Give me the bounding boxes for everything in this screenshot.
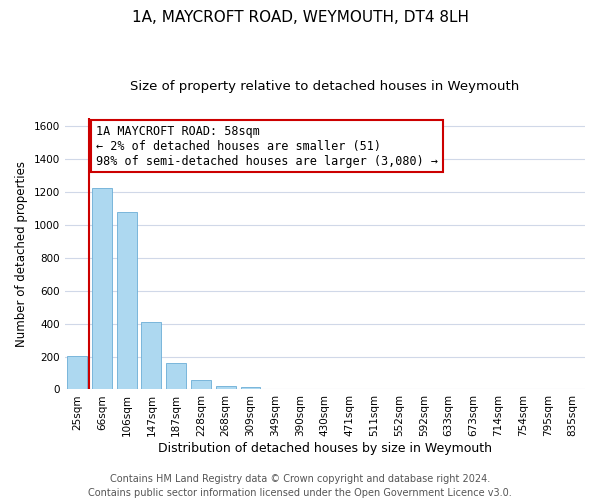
Text: 1A MAYCROFT ROAD: 58sqm
← 2% of detached houses are smaller (51)
98% of semi-det: 1A MAYCROFT ROAD: 58sqm ← 2% of detached… — [96, 124, 438, 168]
Text: 1A, MAYCROFT ROAD, WEYMOUTH, DT4 8LH: 1A, MAYCROFT ROAD, WEYMOUTH, DT4 8LH — [131, 10, 469, 25]
Text: Contains HM Land Registry data © Crown copyright and database right 2024.
Contai: Contains HM Land Registry data © Crown c… — [88, 474, 512, 498]
Bar — [117, 212, 137, 390]
Bar — [241, 387, 260, 390]
Y-axis label: Number of detached properties: Number of detached properties — [15, 160, 28, 346]
Bar — [191, 380, 211, 390]
Bar — [142, 322, 161, 390]
Bar — [67, 356, 87, 390]
Bar — [216, 386, 236, 390]
X-axis label: Distribution of detached houses by size in Weymouth: Distribution of detached houses by size … — [158, 442, 492, 455]
Bar — [92, 188, 112, 390]
Bar — [166, 363, 186, 390]
Title: Size of property relative to detached houses in Weymouth: Size of property relative to detached ho… — [130, 80, 520, 93]
